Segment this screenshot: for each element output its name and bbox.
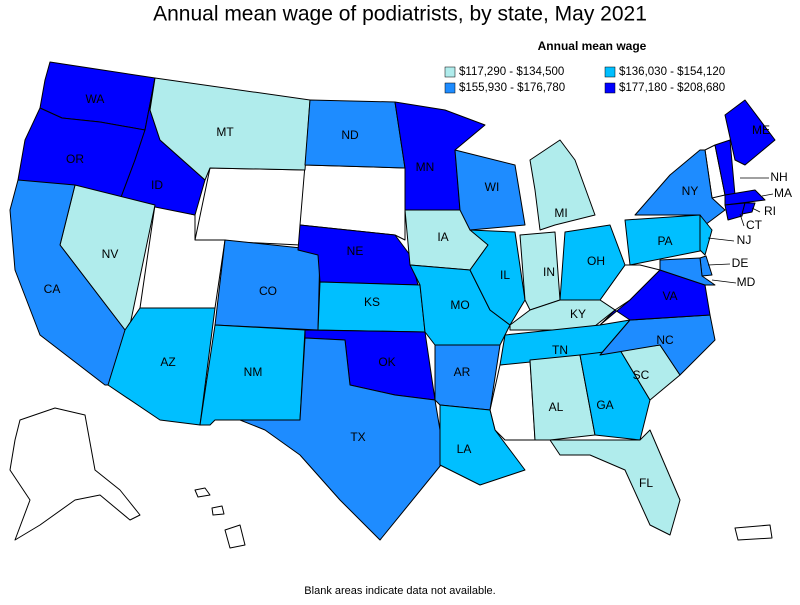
no-data-areas: [9, 144, 773, 549]
state-label: NY: [682, 184, 699, 198]
state: [724, 202, 746, 221]
state-label: OR: [66, 152, 84, 166]
state-label: MD: [737, 275, 756, 289]
state-label: ID: [151, 178, 163, 192]
legend-swatch: [604, 66, 616, 78]
state-label: MI: [554, 206, 567, 220]
state-label: NV: [102, 247, 119, 261]
leader-line: [751, 207, 761, 213]
state-label: ND: [341, 128, 359, 142]
state-label: NJ: [737, 233, 752, 247]
state-blank: [489, 359, 536, 441]
state: [439, 404, 526, 486]
hawaii: [224, 524, 246, 549]
leader-line: [761, 193, 774, 197]
state-label: DE: [732, 256, 749, 270]
legend-title: Annual mean wage: [538, 39, 647, 53]
state-label: AR: [454, 365, 471, 379]
state: [724, 99, 776, 166]
state-blank: [194, 167, 306, 246]
state-label: MA: [774, 186, 792, 200]
state: [699, 214, 713, 256]
legend-label: $136,030 - $154,120: [619, 66, 725, 78]
legend-label: $155,930 - $176,780: [459, 82, 565, 94]
state-label: PA: [657, 234, 672, 248]
states: WA OR ID MT NV CA AZ CO NM ND NE KS OK TX MN IA MO AR LA WI…: [9, 61, 792, 541]
footnote: Blank areas indicate data not available.: [304, 585, 495, 597]
state-label: OK: [378, 355, 395, 369]
state-label: NC: [656, 333, 674, 347]
state-label: OH: [587, 254, 605, 268]
legend-swatch: [604, 82, 616, 94]
leader-line: [711, 279, 737, 284]
puerto-rico: [734, 524, 773, 541]
state-label: TN: [552, 343, 568, 357]
state-label: IA: [437, 230, 448, 244]
legend-label: $177,180 - $208,680: [619, 82, 725, 94]
state: [599, 269, 711, 326]
state-label: AL: [549, 400, 564, 414]
legend-swatch: [444, 66, 456, 78]
state-label: IN: [543, 265, 555, 279]
state: [529, 139, 596, 231]
state-label: GA: [596, 398, 613, 412]
state-label: MO: [450, 298, 469, 312]
legend-label: $117,290 - $134,500: [459, 66, 564, 78]
state-label: KY: [570, 307, 586, 321]
state: [529, 354, 596, 441]
map-title: Annual mean wage of podiatrists, by stat…: [153, 3, 647, 26]
hawaii: [211, 505, 225, 516]
leader-line: [707, 263, 731, 266]
state-label: NE: [347, 244, 364, 258]
state-label: CT: [746, 218, 763, 232]
alaska: [9, 407, 141, 541]
state-label: AZ: [160, 355, 175, 369]
state-label: CO: [259, 284, 277, 298]
state-label: CA: [44, 282, 61, 296]
leader-line: [707, 237, 735, 242]
state-label: VA: [662, 289, 677, 303]
state: [454, 149, 526, 231]
state: [509, 299, 616, 331]
state-label: NM: [244, 365, 263, 379]
leader-line: [739, 213, 745, 227]
state-label: WI: [485, 180, 500, 194]
state-label: TX: [350, 430, 365, 444]
state-label: ME: [752, 123, 770, 137]
state-label: MT: [216, 125, 234, 139]
state-label: KS: [364, 295, 380, 309]
state-label: WA: [86, 92, 105, 106]
state: [469, 229, 526, 326]
state: [741, 202, 756, 215]
state-label: RI: [764, 204, 776, 218]
state: [549, 429, 681, 536]
state: [724, 189, 766, 206]
state: [659, 257, 716, 286]
state-label: FL: [639, 476, 653, 490]
state-label: SC: [633, 368, 650, 382]
state: [559, 224, 626, 301]
state-label: IL: [500, 268, 510, 282]
state-label: MN: [416, 160, 435, 174]
state: [107, 307, 216, 426]
hawaii: [194, 487, 211, 498]
legend: $117,290 - $134,500 $136,030 - $154,120 $1…: [444, 66, 725, 94]
legend-swatch: [444, 82, 456, 94]
state-label: NH: [770, 170, 787, 184]
state-label: LA: [457, 442, 472, 456]
